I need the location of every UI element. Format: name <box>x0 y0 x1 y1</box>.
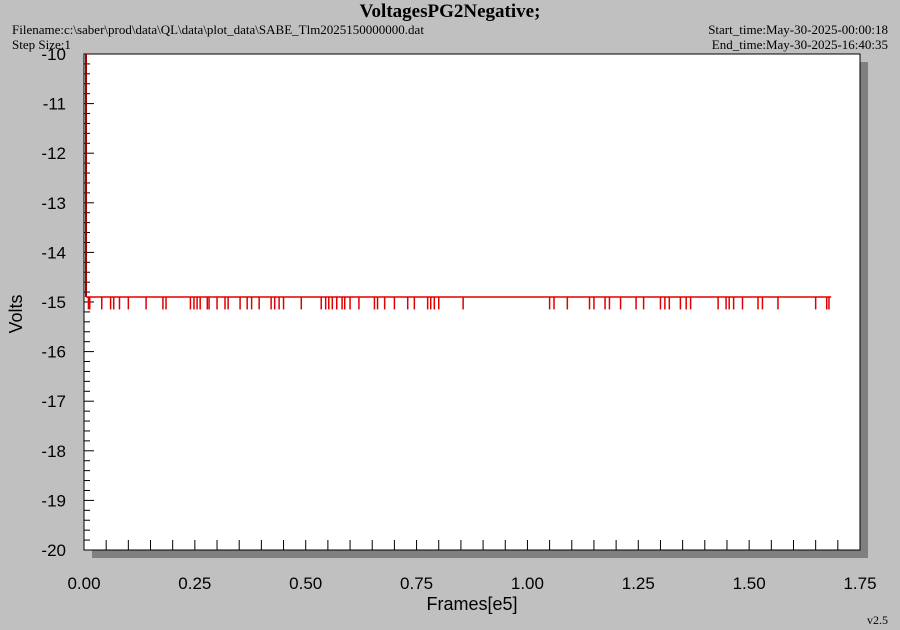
y-tick-label: -20 <box>41 541 66 560</box>
y-tick-label: -15 <box>41 293 66 312</box>
x-tick-label: 1.50 <box>733 574 766 593</box>
y-tick-label: -16 <box>41 343 66 362</box>
x-tick-label: 1.75 <box>843 574 876 593</box>
y-tick-labels: -10 -11 -12 -13 -14 -15 -16 -17 -18 -19 -20 <box>41 45 66 560</box>
y-tick-label: -17 <box>41 392 66 411</box>
x-tick-label: 1.00 <box>511 574 544 593</box>
axis-ticks <box>83 53 861 551</box>
y-axis-title: Volts <box>6 294 26 333</box>
y-tick-label: -18 <box>41 442 66 461</box>
y-tick-label: -14 <box>41 243 66 262</box>
x-axis-title: Frames[e5] <box>426 594 517 614</box>
version-label: v2.5 <box>867 613 888 627</box>
y-tick-label: -19 <box>41 491 66 510</box>
chart-title: VoltagesPG2Negative; <box>359 1 541 22</box>
step-size-label: Step Size:1 <box>12 37 71 52</box>
x-tick-label: 0.00 <box>67 574 100 593</box>
start-time-label: Start_time:May-30-2025-00:00:18 <box>708 22 888 37</box>
x-tick-label: 0.50 <box>289 574 322 593</box>
plot-area <box>83 53 861 551</box>
y-tick-label: -11 <box>43 95 66 114</box>
x-tick-label: 0.75 <box>400 574 433 593</box>
y-tick-label: -12 <box>41 144 66 163</box>
series-group <box>85 54 832 310</box>
y-tick-label: -13 <box>41 194 66 213</box>
end-time-label: End_time:May-30-2025-16:40:35 <box>711 37 888 52</box>
x-tick-label: 0.25 <box>178 574 211 593</box>
x-tick-labels: 0.00 0.25 0.50 0.75 1.00 1.25 1.50 1.75 <box>67 574 876 593</box>
x-tick-label: 1.25 <box>622 574 655 593</box>
filename-label: Filename:c:\saber\prod\data\QL\data\plot… <box>12 22 424 37</box>
y-tick-label: -10 <box>41 45 66 64</box>
